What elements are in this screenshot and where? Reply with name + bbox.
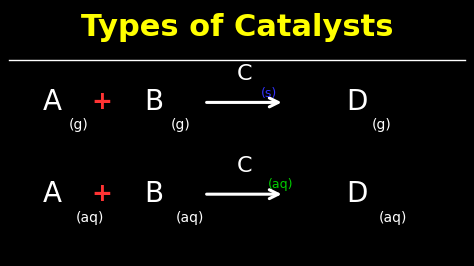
Text: (g): (g): [171, 118, 191, 132]
Text: A: A: [43, 180, 62, 208]
Text: (aq): (aq): [268, 178, 293, 191]
Text: D: D: [346, 180, 367, 208]
Text: Types of Catalysts: Types of Catalysts: [81, 13, 393, 43]
Text: +: +: [91, 182, 112, 206]
Text: (aq): (aq): [175, 211, 204, 225]
Text: C: C: [237, 64, 253, 85]
Text: B: B: [145, 88, 164, 117]
Text: +: +: [91, 90, 112, 114]
Text: (aq): (aq): [76, 211, 104, 225]
Text: (g): (g): [372, 118, 392, 132]
Text: (g): (g): [69, 118, 89, 132]
Text: (s): (s): [261, 87, 277, 99]
Text: B: B: [145, 180, 164, 208]
Text: (aq): (aq): [379, 211, 408, 225]
Text: A: A: [43, 88, 62, 117]
Text: C: C: [237, 156, 253, 176]
Text: D: D: [346, 88, 367, 117]
